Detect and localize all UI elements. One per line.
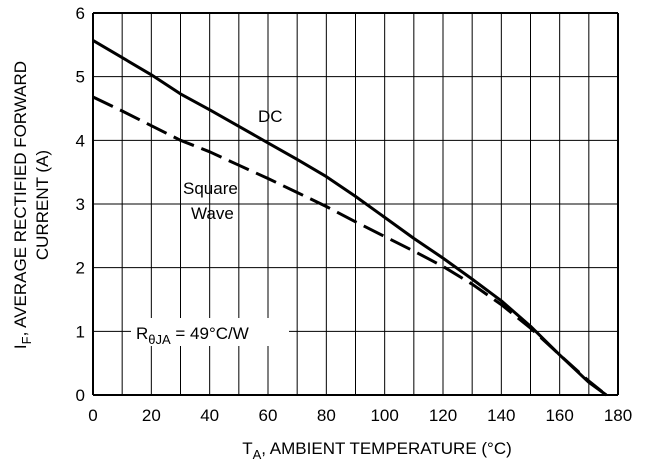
grid <box>92 12 619 396</box>
annotation-background <box>131 318 289 346</box>
y-tick-label: 3 <box>76 195 85 214</box>
x-tick-label: 120 <box>429 406 457 425</box>
dc-series-label: DC <box>258 107 283 126</box>
annotation-rest: = 49°C/W <box>171 324 249 343</box>
labels: 0 20 40 60 80 100 120 140 160 180 0 1 2 3 4 5 6 <box>76 4 633 425</box>
y-tick-label: 6 <box>76 4 85 23</box>
y-axis-title-main: I <box>11 344 30 349</box>
x-tick-label: 40 <box>200 406 219 425</box>
x-tick-label: 20 <box>142 406 161 425</box>
y-axis-title-rest: , AVERAGE RECTIFIED FORWARD <box>11 61 30 337</box>
x-axis-title: TA, AMBIENT TEMPERATURE (°C) <box>242 439 512 462</box>
x-tick-label: 160 <box>545 406 573 425</box>
x-tick-label: 0 <box>88 406 97 425</box>
series-layer <box>92 39 608 397</box>
thermal-resistance-annotation: RθJA = 49°C/W <box>136 324 249 347</box>
square-wave-series-line <box>92 95 608 397</box>
y-axis-title-line1: IF, AVERAGE RECTIFIED FORWARD <box>11 61 34 349</box>
x-tick-label: 100 <box>370 406 398 425</box>
y-tick-label: 2 <box>76 259 85 278</box>
annotation-main: R <box>136 324 148 343</box>
x-tick-label: 80 <box>317 406 336 425</box>
x-axis-title-rest: , AMBIENT TEMPERATURE (°C) <box>261 439 512 458</box>
square-wave-label-line1: Square <box>183 179 238 198</box>
square-wave-label-line2: Wave <box>191 204 234 223</box>
y-tick-label: 4 <box>76 131 85 150</box>
y-tick-label: 0 <box>76 386 85 405</box>
x-tick-label: 140 <box>487 406 515 425</box>
x-tick-label: 60 <box>259 406 278 425</box>
annotation-sub: θJA <box>148 332 171 347</box>
y-axis-title-line2: CURRENT (A) <box>33 150 52 260</box>
x-axis-title-sub: A <box>253 447 262 462</box>
x-tick-label: 180 <box>604 406 632 425</box>
x-axis-title-main: T <box>242 439 252 458</box>
y-axis-title-sub: F <box>19 336 34 344</box>
y-tick-label: 5 <box>76 68 85 87</box>
y-tick-label: 1 <box>76 322 85 341</box>
